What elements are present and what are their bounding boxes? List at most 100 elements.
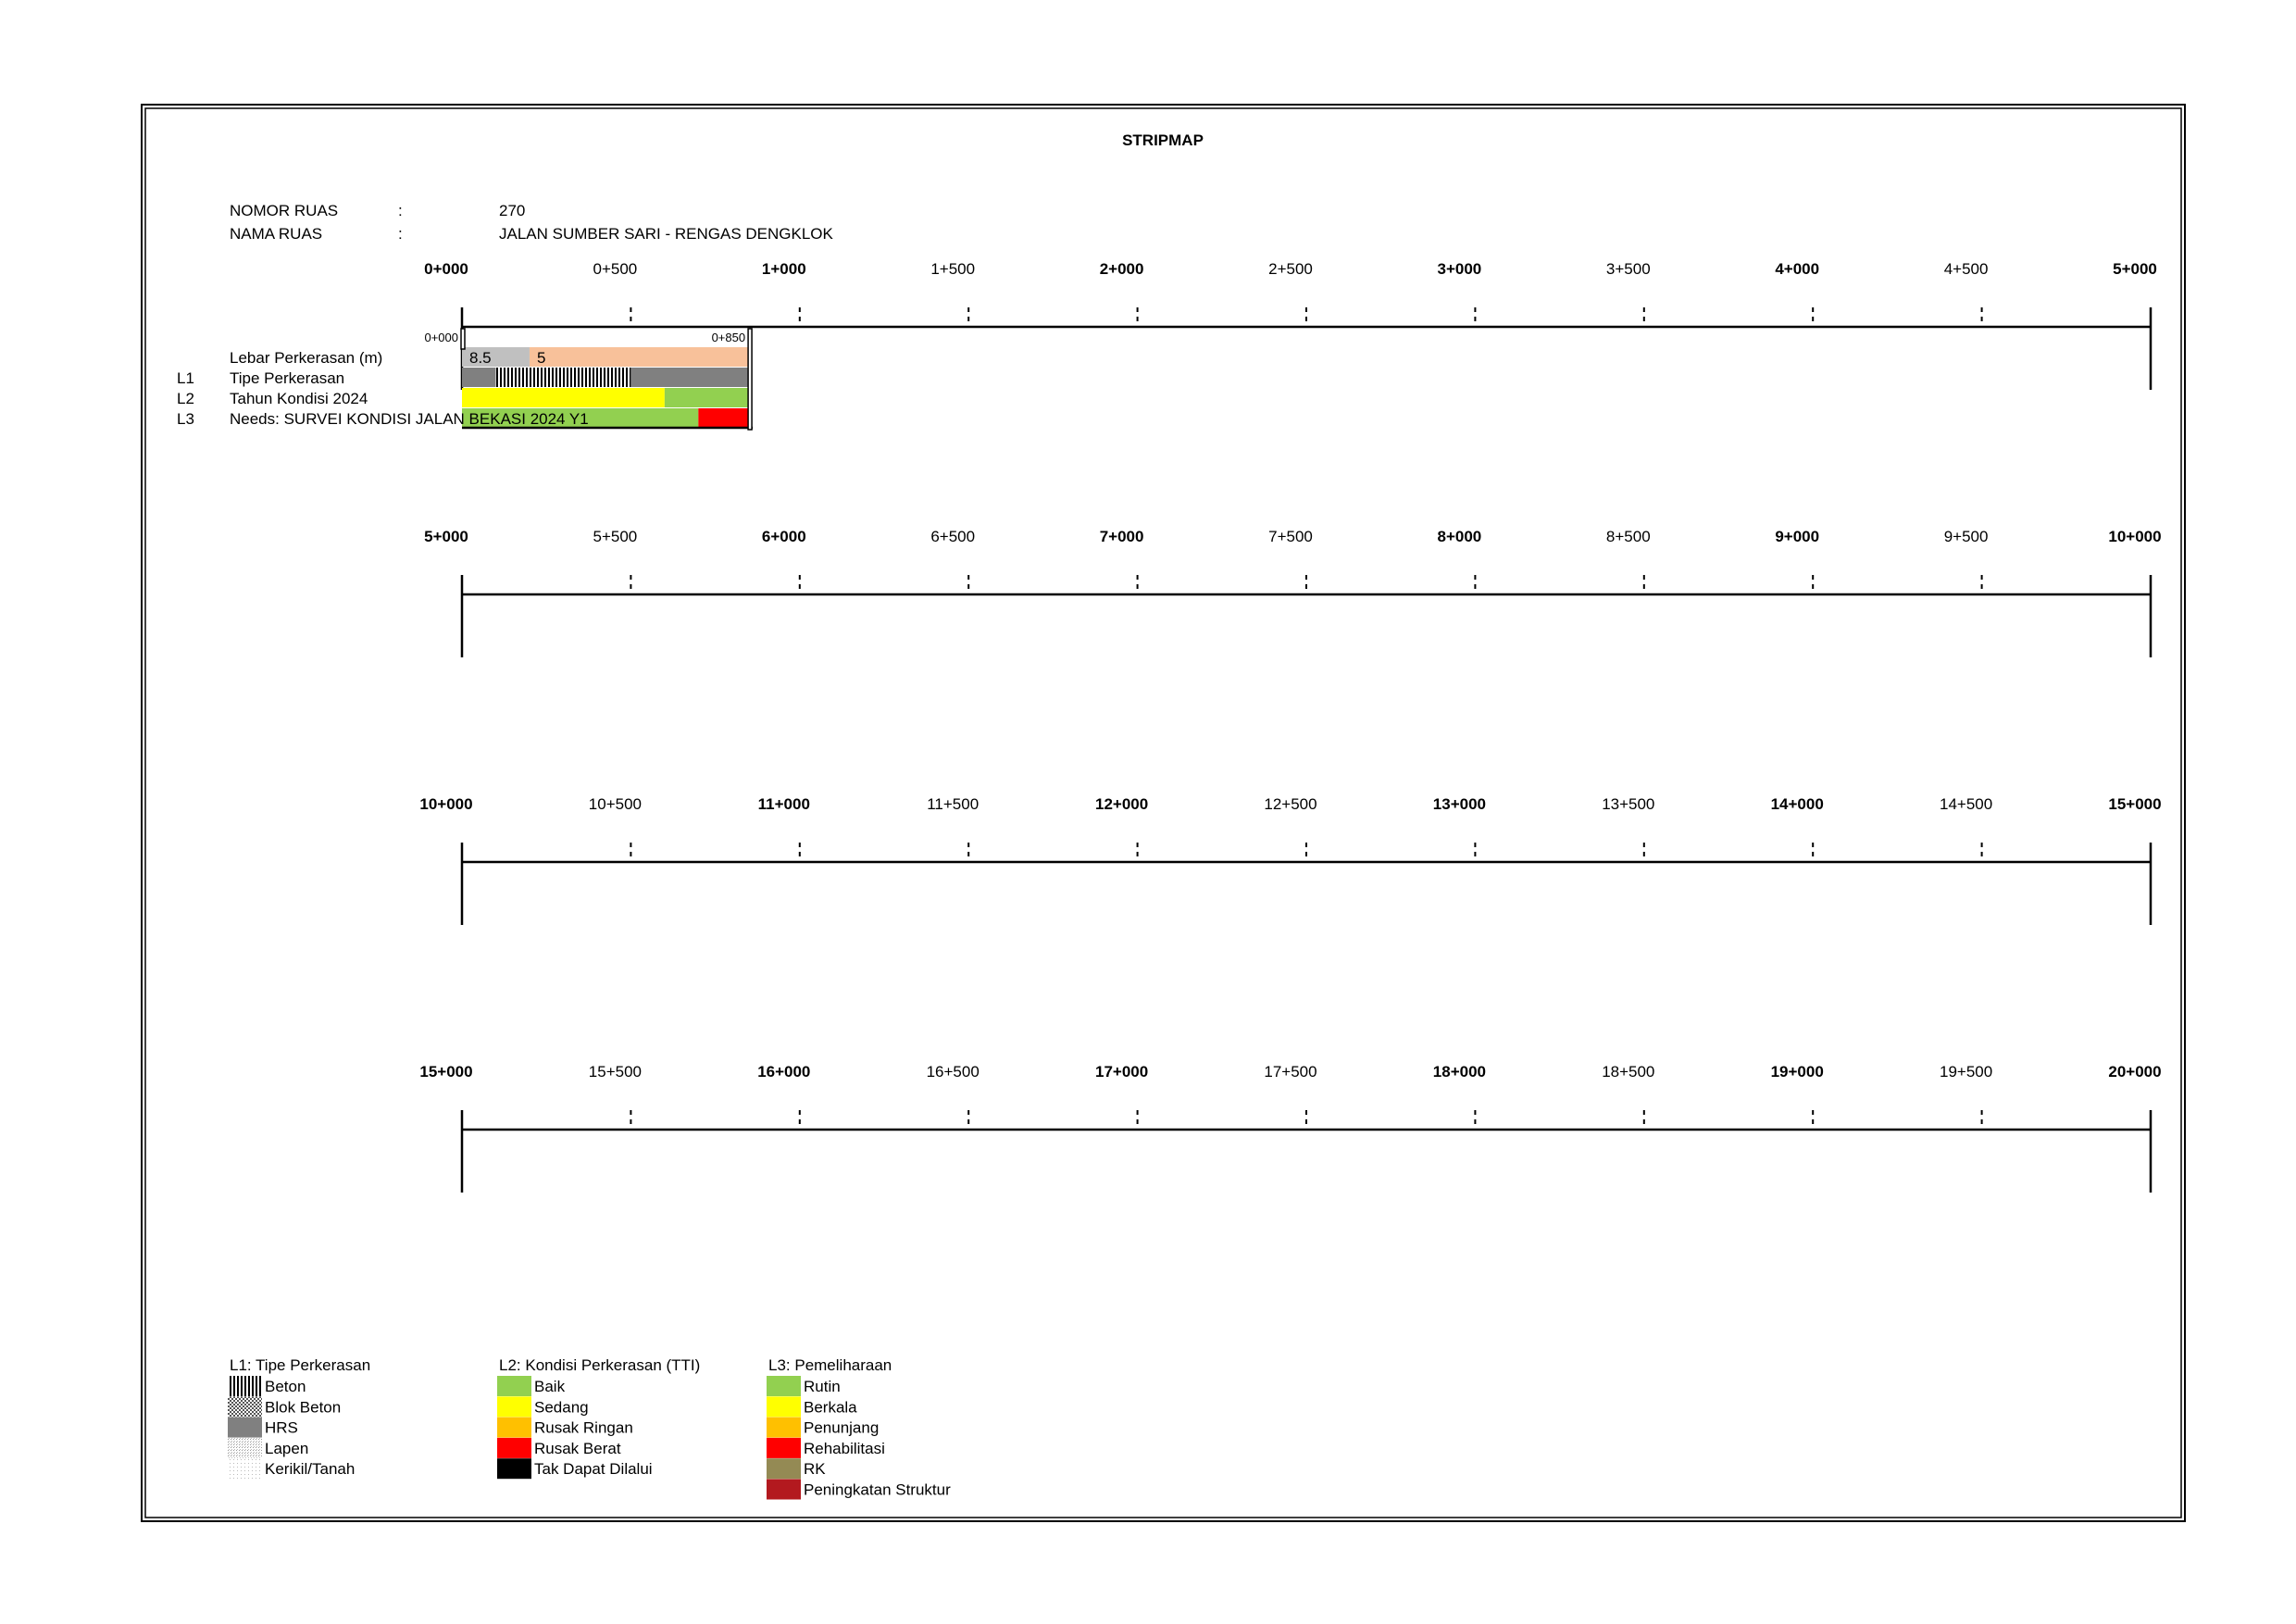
tick-label: 10+500 — [589, 795, 642, 813]
l1-segment — [495, 368, 631, 387]
l2-label: Tahun Kondisi 2024 — [230, 390, 368, 407]
l3-code: L3 — [177, 410, 194, 428]
l1-legend-label: Beton — [265, 1378, 306, 1395]
l2-legend-swatch — [497, 1417, 531, 1438]
tick-label: 15+000 — [419, 1063, 472, 1081]
l3-legend-swatch — [767, 1479, 801, 1500]
tick-label: 4+000 — [1775, 260, 1819, 278]
tick-label: 10+000 — [419, 795, 472, 813]
tick-label: 10+000 — [2108, 528, 2161, 545]
l1-legend-swatch — [228, 1396, 262, 1418]
l2-legend-label: Rusak Ringan — [534, 1419, 633, 1437]
tick-label: 14+500 — [1940, 795, 1992, 813]
tick-label: 3+000 — [1438, 260, 1482, 278]
tick-label: 20+000 — [2108, 1063, 2161, 1081]
l2-legend-swatch — [497, 1458, 531, 1480]
l1-label: Tipe Perkerasan — [230, 369, 344, 387]
lebar-segment — [462, 347, 530, 367]
l3-legend-label: RK — [804, 1460, 826, 1478]
tick-label: 6+000 — [762, 528, 806, 545]
l2-legend-title: L2: Kondisi Perkerasan (TTI) — [499, 1356, 700, 1374]
l3-legend-label: Peningkatan Struktur — [804, 1481, 951, 1499]
nama-ruas-sep: : — [398, 225, 403, 243]
l1-legend-title: L1: Tipe Perkerasan — [230, 1356, 370, 1374]
tick-label: 8+500 — [1606, 528, 1651, 545]
strip-boundary-marker — [747, 328, 753, 431]
axis-row: 15+000 15+500 16+000 16+500 17+000 17+500 18+0… — [419, 1063, 2162, 1193]
tick-label: 5+500 — [593, 528, 638, 545]
tick-label: 2+500 — [1268, 260, 1313, 278]
l1-legend-swatch — [228, 1437, 262, 1458]
tick-label: 9+500 — [1944, 528, 1989, 545]
tick-label: 6+500 — [930, 528, 975, 545]
l1-legend-swatch — [228, 1376, 262, 1396]
nomor-ruas-sep: : — [398, 202, 403, 219]
layer-labels: Lebar Perkerasan (m) L1 Tipe Perkerasan … — [177, 349, 382, 428]
chainage-axes: 0+000 0+500 1+000 1+500 2+000 2+500 3+000 3+500… — [419, 260, 2162, 1193]
l2-legend-label: Baik — [534, 1378, 566, 1395]
l1-legend-swatch — [228, 1458, 262, 1480]
tick-label: 2+000 — [1100, 260, 1144, 278]
l2-segment — [664, 388, 750, 407]
l3-legend-label: Berkala — [804, 1398, 857, 1416]
outer-border — [141, 104, 2186, 1522]
l2-legend-label: Rusak Berat — [534, 1440, 621, 1457]
strip-boundary-marker — [460, 328, 466, 350]
legend: L1: Tipe Perkerasan Beton Blok Beton HRS Lap… — [228, 1356, 951, 1500]
tick-label: 18+500 — [1602, 1063, 1654, 1081]
l1-legend-label: Blok Beton — [265, 1398, 341, 1416]
strip-start-label: 0+000 — [424, 331, 458, 344]
l2-segment — [462, 388, 665, 407]
l1-code: L1 — [177, 369, 194, 387]
tick-label: 3+500 — [1606, 260, 1651, 278]
nama-ruas-value: JALAN SUMBER SARI - RENGAS DENGKLOK — [499, 225, 834, 243]
tick-label: 15+500 — [589, 1063, 642, 1081]
l1-legend-swatch — [228, 1417, 262, 1438]
l2-legend-swatch — [497, 1376, 531, 1396]
l3-legend-swatch — [767, 1396, 801, 1418]
l3-legend-title: L3: Pemeliharaan — [768, 1356, 892, 1374]
l1-legend-label: Lapen — [265, 1440, 308, 1457]
l1-segment — [462, 368, 496, 387]
tick-label: 15+000 — [2108, 795, 2161, 813]
l2-legend-swatch — [497, 1396, 531, 1418]
tick-label: 7+500 — [1268, 528, 1313, 545]
tick-label: 16+500 — [927, 1063, 980, 1081]
strip-end-label: 0+850 — [712, 331, 746, 344]
l3-legend-label: Penunjang — [804, 1419, 879, 1437]
l3-legend-swatch — [767, 1437, 801, 1458]
strip-segments: 0+000 0+850 8.5 5 — [424, 328, 754, 431]
l3-legend-swatch — [767, 1376, 801, 1396]
tick-label: 7+000 — [1100, 528, 1144, 545]
l3-legend-swatch — [767, 1458, 801, 1480]
l2-legend-label: Tak Dapat Dilalui — [534, 1460, 653, 1478]
axis-row: 5+000 5+500 6+000 6+500 7+000 7+500 8+000 8+500… — [424, 528, 2162, 657]
tick-label: 16+000 — [757, 1063, 810, 1081]
l3-segment — [698, 408, 750, 428]
tick-label: 0+500 — [593, 260, 638, 278]
l3-legend-label: Rehabilitasi — [804, 1440, 885, 1457]
tick-label: 19+500 — [1940, 1063, 1992, 1081]
tick-label: 9+000 — [1775, 528, 1819, 545]
tick-label: 0+000 — [424, 260, 468, 278]
l2-legend-swatch — [497, 1437, 531, 1458]
tick-label: 17+500 — [1264, 1063, 1316, 1081]
l3-legend-swatch — [767, 1417, 801, 1438]
nama-ruas-label: NAMA RUAS — [230, 225, 322, 243]
tick-label: 17+000 — [1095, 1063, 1148, 1081]
tick-label: 11+000 — [758, 795, 810, 813]
tick-label: 4+500 — [1944, 260, 1989, 278]
l3-segment — [462, 408, 699, 428]
tick-label: 12+500 — [1264, 795, 1316, 813]
tick-label: 12+000 — [1095, 795, 1148, 813]
axis-row: 0+000 0+500 1+000 1+500 2+000 2+500 3+000 3+500… — [424, 260, 2157, 390]
inner-border — [144, 107, 2182, 1518]
tick-label: 19+000 — [1771, 1063, 1824, 1081]
lebar-value: 8.5 — [469, 349, 492, 367]
tick-label: 13+000 — [1433, 795, 1486, 813]
l1-legend-label: Kerikil/Tanah — [265, 1460, 355, 1478]
tick-label: 5+000 — [424, 528, 468, 545]
tick-label: 18+000 — [1433, 1063, 1486, 1081]
l2-legend-label: Sedang — [534, 1398, 589, 1416]
